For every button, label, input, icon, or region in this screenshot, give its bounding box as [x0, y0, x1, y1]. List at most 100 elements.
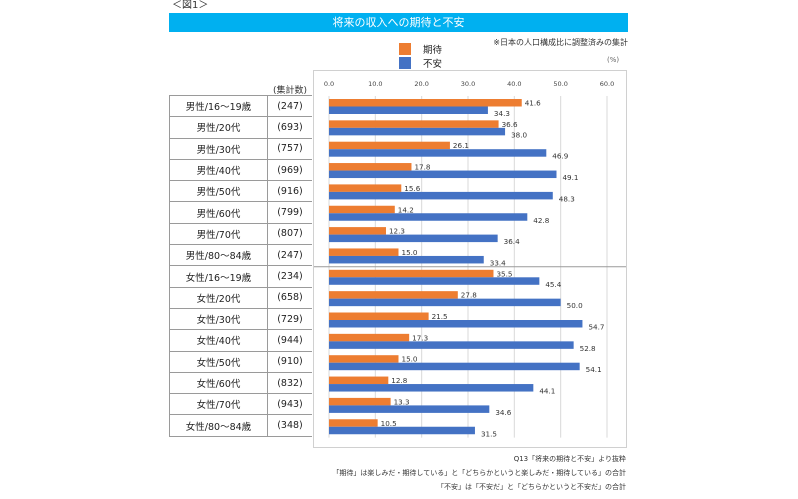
data-label-expect: 14.2	[398, 205, 414, 214]
data-label-anxiety: 54.1	[586, 365, 602, 374]
table-row: 男性/70代 (807)	[169, 222, 312, 246]
data-label-expect: 15.0	[402, 248, 418, 257]
data-label-anxiety: 34.6	[495, 408, 511, 417]
data-label-anxiety: 46.9	[552, 152, 568, 161]
group-label: 女性/70代	[169, 393, 268, 416]
sample-count: (916)	[267, 180, 312, 203]
group-label: 女性/30代	[169, 307, 268, 331]
data-label-expect: 17.3	[412, 333, 428, 342]
x-tick-label: 20.0	[414, 80, 428, 88]
bar-chart: 0.0 10.0 20.0 30.0 40.0 50.0 60.041.634.336.63…	[314, 80, 626, 438]
footnotes: Q13「将来の期待と不安」より抜粋 「期待」は楽しみだ・期待している」と「どちら…	[332, 452, 626, 494]
bar-anxiety	[329, 405, 490, 413]
table-row: 女性/20代 (658)	[169, 286, 312, 309]
bar-expect	[329, 120, 499, 128]
bar-anxiety	[329, 149, 547, 157]
group-label: 女性/60代	[169, 371, 268, 395]
x-tick-label: 40.0	[507, 80, 521, 88]
bar-expect	[329, 355, 399, 363]
bar-expect	[329, 227, 386, 235]
table-row: 女性/50代 (910)	[169, 350, 312, 373]
adjustment-note: ※日本の人口構成比に調整済みの集計	[493, 38, 628, 47]
data-label-expect: 35.5	[496, 269, 512, 278]
sample-count: (807)	[267, 222, 312, 246]
bar-anxiety	[329, 426, 475, 435]
sample-count: (910)	[267, 350, 312, 373]
sample-count: (234)	[267, 265, 312, 288]
table-row: 女性/60代 (832)	[169, 371, 312, 395]
group-label: 女性/16～19歳	[169, 265, 268, 288]
chart-title: 将来の収入への期待と不安	[169, 13, 628, 32]
group-label: 男性/50代	[169, 180, 268, 203]
group-label: 女性/50代	[169, 350, 268, 373]
data-label-expect: 27.8	[461, 291, 477, 300]
data-label-expect: 26.1	[453, 141, 469, 150]
table-row: 男性/30代 (757)	[169, 137, 312, 160]
table-row: 女性/40代 (944)	[169, 329, 312, 352]
bar-anxiety	[329, 170, 557, 179]
bar-expect	[329, 269, 494, 278]
data-label-anxiety: 42.8	[533, 216, 549, 225]
bar-anxiety	[329, 298, 561, 307]
bar-anxiety	[329, 277, 540, 285]
count-header: (集計数)	[273, 86, 308, 96]
table-row: 男性/20代 (693)	[169, 116, 312, 139]
sample-count: (969)	[267, 158, 312, 182]
bar-expect	[329, 376, 389, 385]
data-label-anxiety: 38.0	[511, 130, 527, 139]
x-tick-label: 30.0	[461, 80, 475, 88]
unit-label: (%)	[607, 56, 620, 64]
sample-count: (693)	[267, 116, 312, 139]
data-label-expect: 17.8	[414, 163, 430, 172]
bar-anxiety	[329, 213, 528, 221]
data-label-anxiety: 54.7	[588, 323, 604, 332]
bar-expect	[329, 141, 450, 150]
group-label: 男性/30代	[169, 137, 268, 160]
sample-count: (729)	[267, 307, 312, 331]
sample-count: (944)	[267, 329, 312, 352]
sample-count: (799)	[267, 201, 312, 224]
bar-anxiety	[329, 362, 580, 371]
bar-expect	[329, 184, 402, 192]
group-label: 男性/60代	[169, 201, 268, 224]
table-row: 女性/16～19歳 (234)	[169, 265, 312, 288]
data-label-anxiety: 50.0	[567, 301, 583, 310]
sample-count: (943)	[267, 393, 312, 416]
data-label-expect: 15.0	[402, 355, 418, 364]
data-label-expect: 12.8	[391, 376, 407, 385]
group-label: 男性/40代	[169, 158, 268, 182]
data-label-expect: 36.6	[502, 120, 518, 129]
legend-item-anxiety: 不安	[399, 56, 442, 70]
x-tick-label: 60.0	[600, 80, 614, 88]
data-label-anxiety: 33.4	[490, 258, 506, 267]
x-tick-label: 50.0	[553, 80, 567, 88]
group-label: 女性/80～84歳	[169, 414, 268, 437]
bar-expect	[329, 312, 429, 320]
data-label-expect: 21.5	[432, 312, 448, 321]
figure-label: ＜図1＞	[172, 0, 209, 11]
table-row: 男性/60代 (799)	[169, 201, 312, 224]
data-label-expect: 41.6	[525, 99, 541, 108]
data-label-expect: 12.3	[389, 227, 405, 236]
bar-anxiety	[329, 106, 488, 114]
group-label: 男性/80～84歳	[169, 244, 268, 267]
bar-expect	[329, 291, 458, 299]
group-label: 男性/70代	[169, 222, 268, 246]
bar-expect	[329, 397, 391, 406]
data-label-expect: 10.5	[381, 419, 397, 428]
group-label: 女性/20代	[169, 286, 268, 309]
sample-count: (348)	[267, 414, 312, 437]
table-row: 女性/70代 (943)	[169, 393, 312, 416]
sample-count: (247)	[267, 244, 312, 267]
sample-count: (658)	[267, 286, 312, 309]
footnote-anxiety-definition: 「不安」は「不安だ」と「どちらかというと不安だ」の合計	[437, 483, 626, 491]
table-row: 女性/30代 (729)	[169, 307, 312, 331]
table-row: 男性/40代 (969)	[169, 158, 312, 182]
bar-anxiety	[329, 234, 498, 243]
group-label: 男性/20代	[169, 116, 268, 139]
bar-expect	[329, 419, 378, 427]
table-row: 男性/50代 (916)	[169, 180, 312, 203]
group-label: 女性/40代	[169, 329, 268, 352]
sample-count: (757)	[267, 137, 312, 160]
legend-label-expect: 期待	[423, 45, 443, 56]
